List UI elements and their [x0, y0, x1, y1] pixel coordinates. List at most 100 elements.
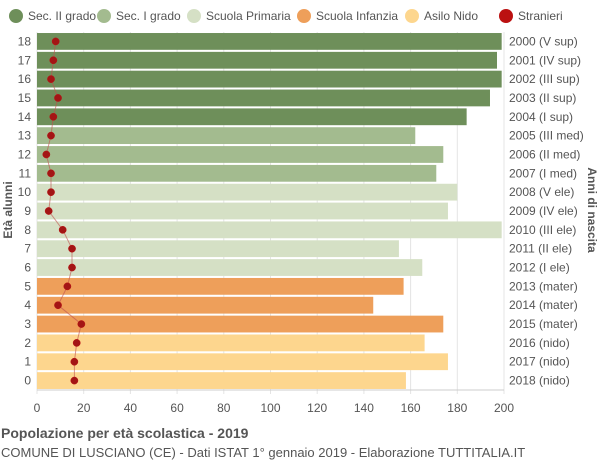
bar-age-14 [37, 108, 467, 126]
bar-age-11 [37, 164, 437, 182]
legend-label-2: Scuola Primaria [206, 9, 291, 23]
bar-age-12 [37, 146, 444, 163]
chart-title: Popolazione per età scolastica - 2019 [1, 425, 249, 441]
legend-label-5: Stranieri [518, 9, 563, 23]
birth-label-9: 2009 (IV ele) [509, 204, 578, 218]
birth-label-11: 2007 (I med) [509, 166, 577, 180]
bar-age-18 [37, 33, 502, 50]
bar-age-0 [37, 372, 406, 389]
legend-marker-2 [187, 9, 201, 23]
x-tick-6: 120 [307, 401, 327, 415]
bar-age-17 [37, 51, 497, 69]
birth-label-2: 2016 (nido) [509, 336, 570, 350]
age-label-3: 3 [24, 317, 31, 331]
bar-age-2 [37, 334, 425, 352]
foreign-point-8 [58, 225, 67, 234]
foreign-point-18 [51, 37, 60, 46]
age-label-14: 14 [18, 110, 32, 124]
birth-label-13: 2005 (III med) [509, 129, 584, 143]
birth-label-3: 2015 (mater) [509, 317, 578, 331]
y-axis-title-left: Età alunni [1, 181, 15, 238]
bar-age-6 [37, 259, 423, 276]
x-tick-8: 160 [401, 401, 421, 415]
age-label-12: 12 [18, 147, 32, 161]
age-label-8: 8 [24, 223, 31, 237]
age-label-13: 13 [18, 129, 32, 143]
x-tick-0: 0 [34, 401, 41, 415]
bar-age-7 [37, 240, 399, 258]
birth-label-8: 2010 (III ele) [509, 223, 576, 237]
foreign-point-5 [63, 282, 72, 291]
bar-age-16 [37, 70, 502, 88]
age-label-16: 16 [18, 72, 32, 86]
foreign-series [42, 37, 86, 385]
bar-age-5 [37, 277, 404, 295]
birth-label-12: 2006 (II med) [509, 147, 580, 161]
age-label-1: 1 [24, 355, 31, 369]
x-tick-10: 200 [494, 401, 514, 415]
foreign-point-16 [47, 75, 55, 83]
x-tick-3: 60 [170, 401, 184, 415]
foreign-point-15 [54, 94, 62, 102]
birth-label-16: 2002 (III sup) [509, 72, 580, 86]
foreign-point-14 [49, 112, 58, 121]
foreign-point-6 [68, 263, 76, 272]
birth-label-7: 2011 (II ele) [509, 242, 572, 256]
birth-label-1: 2017 (nido) [509, 355, 570, 369]
birth-label-18: 2000 (V sup) [509, 34, 578, 48]
legend: Sec. II grado Sec. I grado Scuola Primaria… [9, 9, 563, 23]
age-label-5: 5 [24, 279, 31, 293]
foreign-point-2 [72, 339, 81, 347]
foreign-point-13 [47, 131, 55, 140]
foreign-point-4 [54, 301, 62, 310]
bar-age-1 [37, 353, 448, 371]
legend-label-1: Sec. I grado [116, 9, 181, 23]
birth-label-5: 2013 (mater) [509, 279, 578, 293]
foreign-point-17 [49, 56, 58, 65]
legend-label-3: Scuola Infanzia [316, 9, 398, 23]
bar-age-3 [37, 315, 444, 333]
bar-age-13 [37, 127, 416, 145]
birth-label-0: 2018 (nido) [509, 374, 570, 388]
age-label-9: 9 [24, 204, 31, 218]
legend-marker-5 [499, 9, 513, 23]
age-label-10: 10 [18, 185, 32, 199]
legend-marker-1 [97, 9, 111, 23]
age-label-6: 6 [24, 261, 31, 275]
birth-label-14: 2004 (I sup) [509, 110, 573, 124]
foreign-point-1 [70, 357, 79, 366]
chart-svg: Sec. II grado Sec. I grado Scuola Primaria… [1, 9, 599, 415]
bars [37, 33, 502, 389]
x-tick-7: 140 [354, 401, 374, 415]
age-label-15: 15 [18, 91, 32, 105]
birth-label-15: 2003 (II sup) [509, 91, 576, 105]
foreign-point-3 [77, 320, 86, 328]
bar-age-15 [37, 89, 490, 107]
bar-age-8 [37, 221, 502, 239]
birth-label-4: 2014 (mater) [509, 298, 578, 312]
foreign-point-12 [42, 150, 51, 159]
foreign-point-11 [47, 169, 55, 178]
x-tick-4: 80 [217, 401, 231, 415]
age-label-18: 18 [18, 34, 32, 48]
birth-label-6: 2012 (I ele) [509, 261, 570, 275]
age-label-0: 0 [24, 374, 31, 388]
bar-age-4 [37, 296, 374, 314]
bar-age-9 [37, 202, 448, 220]
chart-subtitle: COMUNE DI LUSCIANO (CE) - Dati ISTAT 1° … [1, 445, 526, 460]
y-axis-title-right: Anni di nascita [585, 167, 599, 253]
legend-marker-0 [9, 9, 23, 23]
bar-age-10 [37, 183, 458, 201]
birth-label-17: 2001 (IV sup) [509, 53, 581, 67]
x-tick-9: 180 [447, 401, 467, 415]
legend-label-4: Asilo Nido [424, 9, 478, 23]
age-label-2: 2 [24, 336, 31, 350]
age-label-7: 7 [24, 242, 31, 256]
foreign-point-0 [70, 376, 79, 385]
foreign-point-7 [68, 244, 76, 253]
age-label-4: 4 [24, 298, 31, 312]
age-label-11: 11 [19, 166, 32, 180]
legend-marker-3 [297, 9, 311, 23]
foreign-point-9 [44, 207, 53, 215]
